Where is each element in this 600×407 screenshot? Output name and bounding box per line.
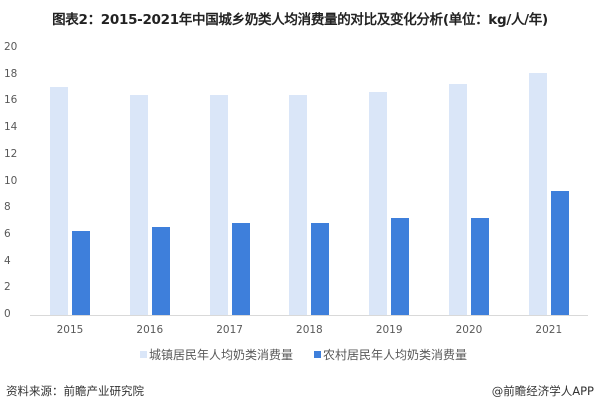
bar-urban [289,94,308,315]
bar-rural [311,222,330,315]
bar-urban [528,73,547,315]
bar-urban [449,84,467,315]
x-tick-label: 2021 [535,324,563,336]
x-tick-label: 2019 [375,324,403,336]
y-tick-label: 12 [4,147,18,160]
bar-rural [151,226,170,315]
y-tick-label: 6 [4,227,11,240]
chart-title: 图表2：2015-2021年中国城乡奶类人均消费量的对比及变化分析(单位：kg/… [52,12,548,28]
bar-rural [231,222,250,315]
bar-urban [209,94,228,315]
y-tick-label: 2 [4,281,11,294]
y-tick-label: 8 [4,201,11,214]
legend-item-urban: 城镇居民年人均奶类消费量 [140,346,293,363]
y-tick-label: 0 [4,308,11,320]
bar-rural [471,217,489,315]
bar-rural [550,190,569,315]
bar-rural [72,230,90,315]
x-axis-line [30,315,588,316]
source-note: 资料来源：前瞻产业研究院 [6,384,144,398]
bar-urban [50,86,68,315]
x-tick-label: 2017 [216,324,243,336]
y-tick-label: 20 [4,41,18,53]
legend-label-urban: 城镇居民年人均奶类消费量 [149,348,294,362]
legend-item-rural: 农村居民年人均奶类消费量 [314,346,467,363]
y-tick-label: 16 [4,94,18,107]
credit-note: @前瞻经济学人APP [491,384,594,398]
y-tick-label: 18 [4,67,18,80]
y-tick-label: 14 [4,121,18,134]
legend-label-rural: 农村居民年人均奶类消费量 [323,348,468,362]
legend-swatch-urban [140,351,147,358]
legend-swatch-rural [314,351,321,358]
x-tick-label: 2016 [136,324,164,336]
y-tick-label: 10 [4,174,18,187]
bar-urban [129,94,148,315]
x-tick-label: 2015 [56,324,84,336]
legend: 城镇居民年人均奶类消费量 农村居民年人均奶类消费量 [0,346,600,362]
bar-urban [369,92,388,315]
bar-rural [391,217,410,315]
x-tick-label: 2020 [455,324,483,336]
x-tick-label: 2018 [296,324,323,336]
y-tick-label: 4 [4,254,11,267]
